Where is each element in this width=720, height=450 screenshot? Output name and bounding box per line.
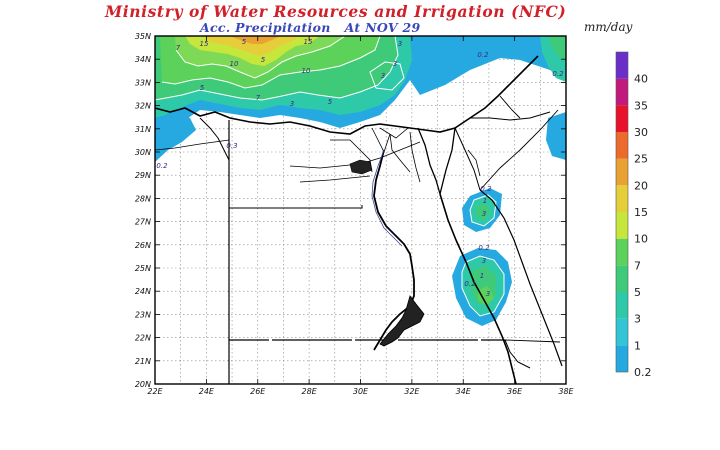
longitude-labels: 22E 24E 26E 28E 30E 32E 34E 36E 38E bbox=[147, 387, 574, 396]
lat-label: 26N bbox=[135, 241, 151, 250]
contour-label: 5 bbox=[242, 38, 247, 46]
axis-ticks bbox=[154, 35, 567, 385]
lat-label: 20N bbox=[135, 380, 151, 389]
colorbar-label: 20 bbox=[634, 179, 648, 192]
contour-label: 10 bbox=[230, 60, 239, 68]
contour-label: 1 bbox=[483, 197, 487, 205]
contour-label: 7 bbox=[176, 44, 181, 52]
lat-label: 23N bbox=[135, 310, 151, 319]
colorbar-label: 3 bbox=[634, 313, 641, 326]
colorbar-swatch bbox=[616, 78, 628, 106]
contour-label: 5 bbox=[261, 56, 266, 64]
contour-label: 0.2 bbox=[552, 70, 564, 78]
colorbar-label: 25 bbox=[634, 153, 648, 166]
lon-label: 32E bbox=[404, 387, 420, 396]
contour-label: 3 bbox=[482, 257, 486, 265]
borders bbox=[155, 55, 563, 384]
lon-label: 24E bbox=[199, 387, 215, 396]
colorbar-swatch bbox=[616, 212, 628, 239]
colorbar-label: 35 bbox=[634, 99, 648, 112]
contour-label: 5 bbox=[328, 98, 333, 106]
colorbar-label: 0.2 bbox=[634, 366, 652, 379]
contour-label: 10 bbox=[302, 67, 311, 75]
contour-label: 7 bbox=[256, 94, 261, 102]
colorbar-label: 10 bbox=[634, 233, 648, 246]
contour-label: 1 bbox=[480, 272, 484, 280]
lat-label: 30N bbox=[135, 148, 151, 157]
lat-label: 21N bbox=[135, 357, 151, 366]
latitude-labels: 35N 34N 33N 32N 31N 30N 29N 28N 27N 26N 25N 24N 23N 2… bbox=[135, 32, 151, 389]
lon-label: 38E bbox=[558, 387, 574, 396]
lat-label: 27N bbox=[135, 218, 151, 227]
precip-field-north bbox=[155, 36, 566, 162]
units-label: mm/day bbox=[584, 20, 633, 34]
contour-label: 3 bbox=[486, 290, 490, 298]
lat-label: 28N bbox=[135, 194, 151, 203]
lat-label: 24N bbox=[135, 287, 151, 296]
map-subtitle: Acc. Precipitation At NOV 29 bbox=[200, 20, 435, 35]
colorbar-swatch bbox=[616, 158, 628, 186]
contour-label: 0.3 bbox=[226, 142, 237, 150]
contour-label: 3 bbox=[381, 72, 385, 80]
contour-label: 0.2 bbox=[464, 280, 476, 288]
colorbar-label: 15 bbox=[634, 206, 648, 219]
product-name: Acc. Precipitation bbox=[200, 20, 331, 35]
colorbar-swatch bbox=[616, 265, 628, 292]
colorbar-swatch bbox=[616, 52, 628, 79]
colorbar-swatch bbox=[616, 292, 628, 319]
lat-label: 25N bbox=[135, 264, 151, 273]
lat-label: 22N bbox=[135, 334, 151, 343]
colorbar-label: 40 bbox=[634, 73, 648, 86]
colorbar-label: 1 bbox=[634, 339, 641, 352]
lon-label: 28E bbox=[302, 387, 318, 396]
colorbar-swatch bbox=[616, 132, 628, 159]
lon-label: 34E bbox=[456, 387, 472, 396]
colorbar-swatch bbox=[616, 105, 628, 132]
contour-label: 15 bbox=[304, 38, 313, 46]
lat-label: 33N bbox=[135, 78, 151, 87]
colorbar-swatch bbox=[616, 185, 628, 212]
forecast-date: At NOV 29 bbox=[344, 20, 421, 35]
lat-label: 32N bbox=[135, 102, 151, 111]
colorbar-swatch bbox=[616, 345, 628, 372]
contour-lines bbox=[155, 36, 505, 317]
contour-label: 0.2 bbox=[480, 185, 492, 193]
colorbar-label: 7 bbox=[634, 259, 641, 272]
contour-label: 0.2 bbox=[156, 162, 168, 170]
colorbar-swatch bbox=[616, 238, 628, 266]
lat-label: 29N bbox=[135, 171, 151, 180]
contour-label: 3 bbox=[393, 60, 397, 68]
lon-label: 22E bbox=[147, 387, 163, 396]
lon-label: 36E bbox=[507, 387, 523, 396]
contour-label: 3 bbox=[398, 40, 402, 48]
colorbar-label: 5 bbox=[634, 286, 641, 299]
contour-label: 3 bbox=[482, 210, 486, 218]
contour-label: 3 bbox=[290, 100, 294, 108]
map-title: Ministry of Water Resources and Irrigati… bbox=[105, 2, 567, 21]
contour-label: 0.2 bbox=[478, 244, 490, 252]
colorbar-label: 30 bbox=[634, 126, 648, 139]
lon-label: 26E bbox=[250, 387, 266, 396]
colorbar-swatch bbox=[616, 318, 628, 346]
lat-label: 35N bbox=[135, 32, 151, 41]
lon-label: 30E bbox=[353, 387, 369, 396]
contour-label: 5 bbox=[200, 84, 205, 92]
lat-label: 31N bbox=[135, 125, 151, 134]
contour-label: 15 bbox=[200, 40, 209, 48]
contour-label: 0.2 bbox=[477, 51, 489, 59]
lat-label: 34N bbox=[135, 55, 151, 64]
